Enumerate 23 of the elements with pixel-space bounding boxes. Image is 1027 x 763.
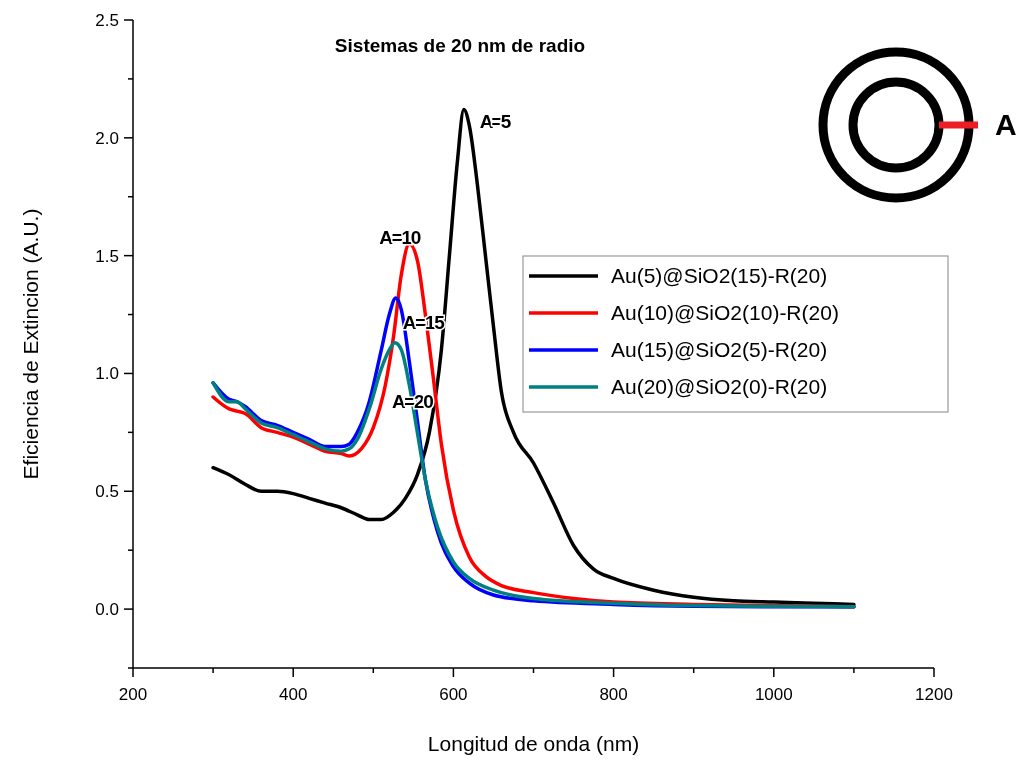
x-tick-label: 800 <box>599 685 628 704</box>
legend-label: Au(5)@SiO2(15)-R(20) <box>611 264 828 288</box>
x-tick-label: 200 <box>118 685 148 704</box>
legend-label: Au(20)@SiO2(0)-R(20) <box>611 375 828 399</box>
x-tick-label: 600 <box>439 685 468 704</box>
x-tick-label: 1200 <box>915 685 953 704</box>
y-tick-label: 2.5 <box>95 10 119 30</box>
y-tick-label: 0.0 <box>95 600 119 620</box>
x-tick-label: 1000 <box>754 685 793 704</box>
line-series <box>211 107 856 607</box>
x-tick-label: 400 <box>279 685 308 704</box>
text: Sistemas de 20 nm de radio <box>334 35 586 56</box>
y-tick-label: 1.5 <box>95 246 119 266</box>
annotation: A=5 <box>479 110 512 132</box>
y-tick-label: 2.0 <box>95 128 119 148</box>
annotation: A=10 <box>379 226 422 248</box>
legend-label: Au(10)@SiO2(10)-R(20) <box>611 301 839 325</box>
y-tick-label: 1.0 <box>95 364 119 384</box>
y-axis-title: Eficiencia de Extincion (A.U.) <box>19 208 42 480</box>
text: A <box>995 108 1017 141</box>
legend-label: Au(15)@SiO2(5)-R(20) <box>611 338 828 362</box>
x-axis-title: Longitud de onda (nm) <box>427 732 640 755</box>
y-tick-label: 0.5 <box>95 482 119 502</box>
